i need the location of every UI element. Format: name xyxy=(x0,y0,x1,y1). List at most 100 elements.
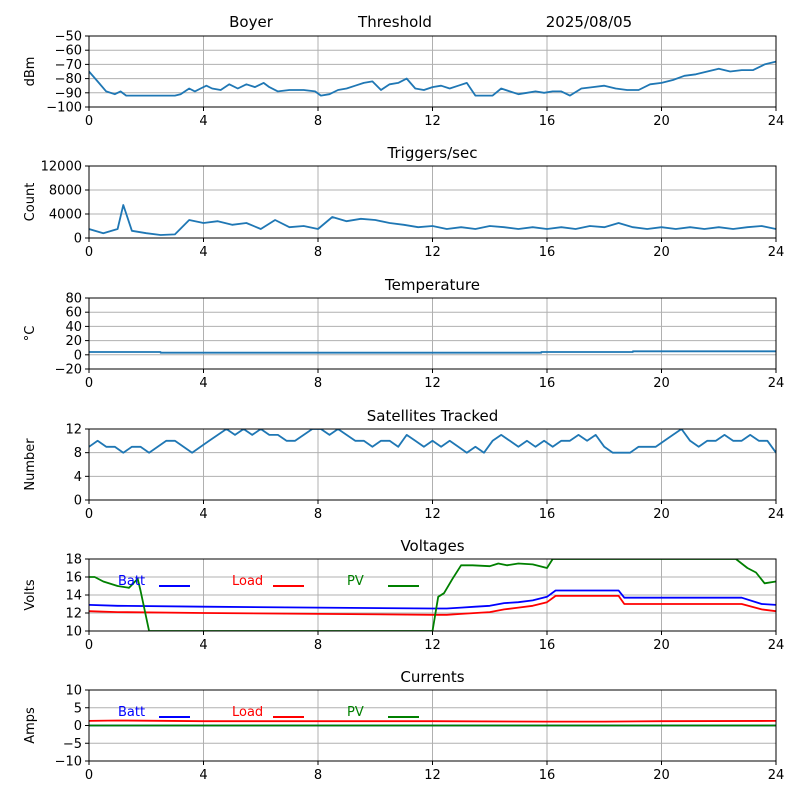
currents-ytick-label: −10 xyxy=(55,755,82,770)
signal-xtick-label: 0 xyxy=(85,114,93,129)
temperature-series-data xyxy=(89,350,776,354)
voltages-legend-label-pv: PV xyxy=(347,574,364,589)
triggers-ytick-label: 12000 xyxy=(41,160,82,175)
temperature-xtick-label: 16 xyxy=(539,376,556,391)
satellites-xtick-label: 20 xyxy=(653,507,670,522)
voltages-ylabel: Volts xyxy=(23,579,38,611)
voltages-ytick-label: 12 xyxy=(65,607,82,622)
temperature-ytick-label: 80 xyxy=(65,292,82,307)
signal-xtick-label: 20 xyxy=(653,114,670,129)
voltages-ytick-label: 10 xyxy=(65,625,82,640)
signal-series-group xyxy=(89,60,776,97)
voltages-ytick-label: 18 xyxy=(65,553,82,568)
signal-ytick-label: −60 xyxy=(55,44,82,59)
triggers-ytick-label: 8000 xyxy=(49,184,82,199)
temperature-ytick-label: 0 xyxy=(74,348,82,363)
satellites-xtick-label: 12 xyxy=(424,507,441,522)
temperature-xtick-label: 24 xyxy=(768,376,785,391)
triggers-xtick-label: 0 xyxy=(85,245,93,260)
voltages-ytick-label: 16 xyxy=(65,571,82,586)
voltages-xtick-label: 12 xyxy=(424,638,441,653)
satellites-ytick-label: 8 xyxy=(74,446,82,461)
voltages-xtick-label: 8 xyxy=(314,638,322,653)
signal-ytick-label: −50 xyxy=(55,30,82,45)
satellites-title: Satellites Tracked xyxy=(367,407,498,425)
signal-xtick-label: 4 xyxy=(199,114,207,129)
signal-series-data xyxy=(89,60,776,97)
temperature-ytick-label: 60 xyxy=(65,306,82,321)
currents-series-group xyxy=(89,719,776,727)
signal-xtick-label: 8 xyxy=(314,114,322,129)
currents-legend-label-load: Load xyxy=(232,705,263,720)
voltages-legend-label-load: Load xyxy=(232,574,263,589)
station-name: Boyer xyxy=(229,13,274,31)
voltages-series-pv xyxy=(89,559,776,631)
satellites-series-data xyxy=(89,429,776,454)
currents-ylabel: Amps xyxy=(23,707,38,744)
voltages-series-group xyxy=(89,559,776,631)
currents-xtick-label: 4 xyxy=(199,768,207,783)
voltages-xtick-label: 24 xyxy=(768,638,785,653)
currents-series-load xyxy=(89,719,776,723)
currents-ytick-label: 5 xyxy=(74,701,82,716)
currents-xtick-label: 24 xyxy=(768,768,785,783)
currents-ytick-label: −5 xyxy=(63,737,82,752)
signal-panel: 0 4 8 12 16 20 24 −100−90−80−70−60−50 dBm xyxy=(23,30,784,130)
temperature-ytick-label: −20 xyxy=(55,363,82,378)
currents-ytick-label: 10 xyxy=(65,684,82,699)
signal-ytick-label: −100 xyxy=(46,101,82,116)
currents-legend-label-pv: PV xyxy=(347,705,364,720)
voltages-series-load xyxy=(89,595,776,616)
satellites-ytick-label: 12 xyxy=(65,423,82,438)
voltages-panel: 0 4 8 12 16 20 24 10 12 14 16 18 Voltages Volts Batt Lo… xyxy=(23,537,784,653)
currents-panel: 0 4 8 12 16 20 24 −10 −5 0 5 10 Currents Amps Batt Load… xyxy=(23,668,784,783)
mode-label: Threshold xyxy=(357,13,432,31)
temperature-series-group xyxy=(89,350,776,354)
triggers-xtick-label: 12 xyxy=(424,245,441,260)
triggers-xtick-label: 24 xyxy=(768,245,785,260)
temperature-xtick-label: 4 xyxy=(199,376,207,391)
triggers-panel: 0 4 8 12 16 20 24 0 4000 8000 12000 Triggers/sec Cou… xyxy=(23,144,784,260)
triggers-ytick-label: 4000 xyxy=(49,208,82,223)
triggers-xtick-label: 16 xyxy=(539,245,556,260)
signal-ytick-label: −70 xyxy=(55,58,82,73)
voltages-ytick-label: 14 xyxy=(65,589,82,604)
satellites-xtick-label: 16 xyxy=(539,507,556,522)
triggers-series-group xyxy=(89,204,776,236)
date-label: 2025/08/05 xyxy=(546,13,632,31)
temperature-xtick-label: 20 xyxy=(653,376,670,391)
voltages-xtick-label: 0 xyxy=(85,638,93,653)
satellites-panel: 0 4 8 12 16 20 24 0 4 8 12 Satellites Tracked Number xyxy=(23,407,784,522)
signal-ytick-label: −90 xyxy=(55,86,82,101)
temperature-xtick-label: 0 xyxy=(85,376,93,391)
temperature-ylabel: °C xyxy=(23,326,38,342)
currents-xtick-label: 20 xyxy=(653,768,670,783)
currents-xtick-label: 0 xyxy=(85,768,93,783)
currents-legend-label-batt: Batt xyxy=(118,705,145,720)
satellites-series-group xyxy=(89,429,776,454)
satellites-xtick-label: 4 xyxy=(199,507,207,522)
satellites-xtick-label: 0 xyxy=(85,507,93,522)
signal-ylabel: dBm xyxy=(23,57,38,87)
satellites-xtick-label: 24 xyxy=(768,507,785,522)
temperature-xtick-label: 12 xyxy=(424,376,441,391)
signal-xtick-label: 16 xyxy=(539,114,556,129)
currents-xtick-label: 8 xyxy=(314,768,322,783)
satellites-ytick-label: 0 xyxy=(74,494,82,509)
triggers-xtick-label: 20 xyxy=(653,245,670,260)
triggers-ylabel: Count xyxy=(23,183,38,222)
voltages-xtick-label: 20 xyxy=(653,638,670,653)
triggers-ytick-label: 0 xyxy=(74,232,82,247)
temperature-ytick-label: 40 xyxy=(65,320,82,335)
triggers-xtick-label: 8 xyxy=(314,245,322,260)
temperature-xtick-label: 8 xyxy=(314,376,322,391)
currents-ytick-label: 0 xyxy=(74,719,82,734)
voltages-series-batt xyxy=(89,589,776,610)
triggers-series-data xyxy=(89,204,776,236)
satellites-ytick-label: 4 xyxy=(74,470,82,485)
temperature-title: Temperature xyxy=(384,276,480,294)
currents-xtick-label: 16 xyxy=(539,768,556,783)
